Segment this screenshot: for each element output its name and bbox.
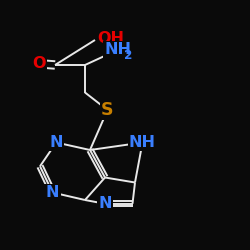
Text: N: N [50,135,63,150]
Text: S: S [101,101,114,119]
Text: NH: NH [129,135,156,150]
Text: OH: OH [98,31,124,46]
Text: O: O [32,56,46,71]
Text: NH: NH [104,42,131,58]
Text: N: N [46,185,59,200]
Text: 2: 2 [124,49,132,62]
Text: N: N [98,196,112,211]
